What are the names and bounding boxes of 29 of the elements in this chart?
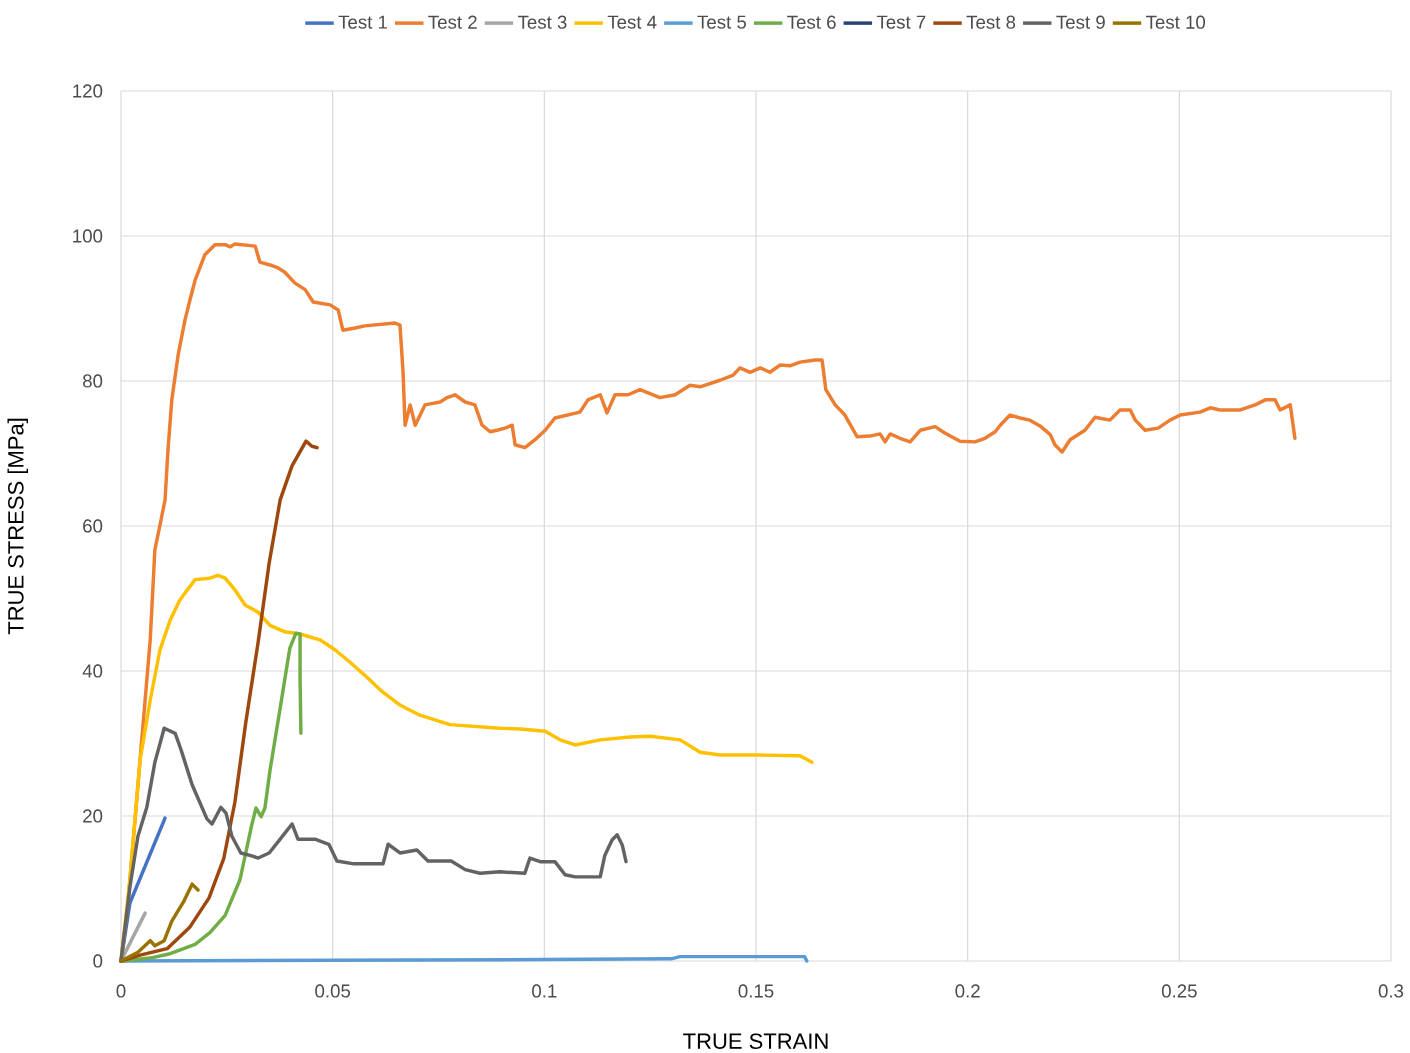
- legend-label: Test 6: [787, 15, 836, 29]
- legend-label: Test 8: [966, 15, 1016, 29]
- y-tick-label: 20: [83, 809, 103, 823]
- legend-label: Test 9: [1056, 15, 1105, 29]
- legend-label: Test 1: [338, 15, 387, 29]
- legend-label: Test 5: [697, 15, 747, 29]
- x-tick-label: 0.15: [738, 984, 774, 998]
- legend-label: Test 10: [1146, 15, 1206, 29]
- legend-label: Test 4: [607, 15, 657, 29]
- x-tick-label: 0.3: [1378, 984, 1404, 998]
- y-tick-label: 120: [73, 84, 103, 98]
- x-tick-label: 0.1: [532, 984, 557, 998]
- legend-label: Test 7: [876, 15, 926, 29]
- line-series: [119, 726, 628, 963]
- y-tick-label: 60: [83, 519, 103, 533]
- y-tick-label: 0: [93, 954, 103, 968]
- x-tick-label: 0.2: [955, 984, 980, 998]
- y-tick-label: 80: [83, 374, 103, 388]
- x-tick-label: 0.25: [1161, 984, 1197, 998]
- x-axis-title: TRUE STRAIN: [683, 1033, 828, 1049]
- line-series: [119, 631, 303, 963]
- legend-label: Test 3: [517, 15, 567, 29]
- x-tick-label: 0.05: [315, 984, 351, 998]
- legend-label: Test 2: [428, 15, 477, 29]
- y-tick-label: 40: [82, 664, 103, 678]
- line-series: [119, 882, 200, 963]
- y-tick-label: 100: [73, 229, 103, 243]
- x-tick-label: 0: [116, 984, 126, 998]
- y-axis-title: TRUE STRESS [MPa]: [7, 418, 28, 635]
